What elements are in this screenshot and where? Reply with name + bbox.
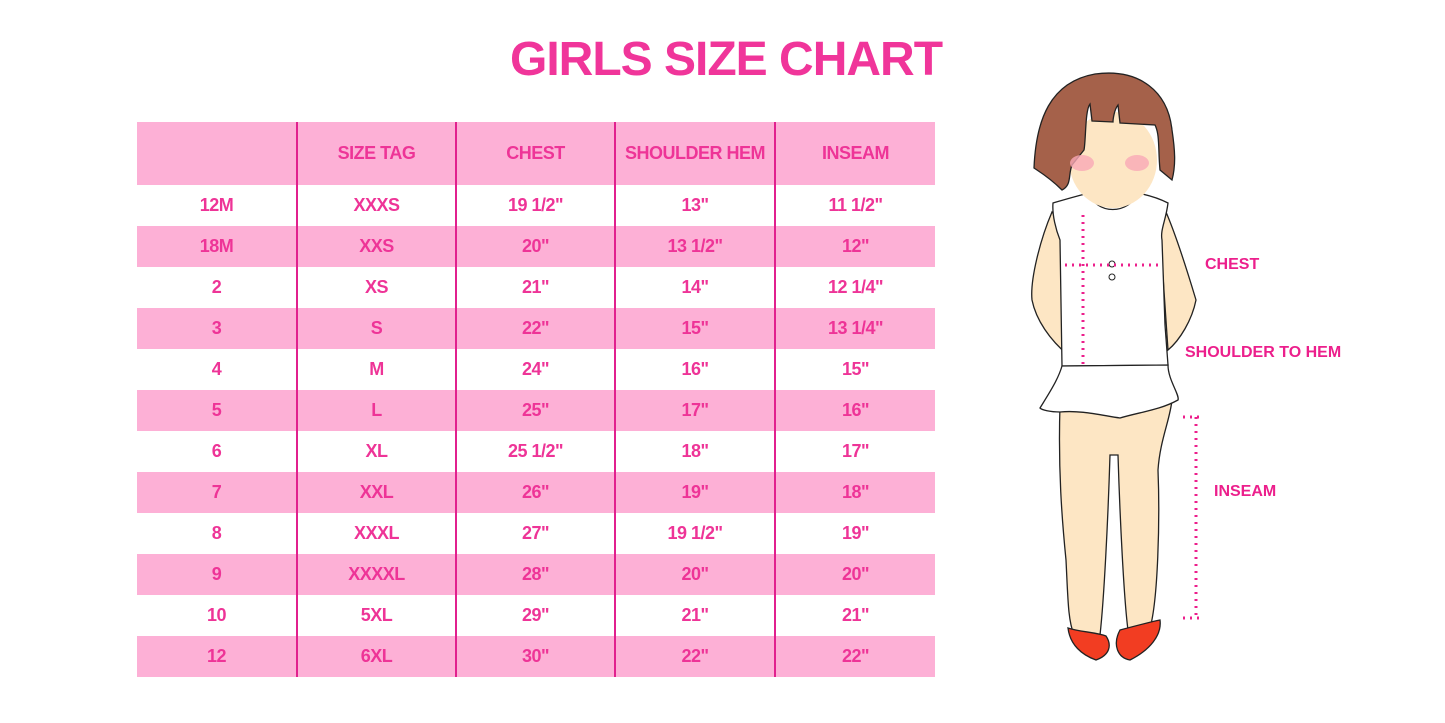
table-cell: 14" (614, 267, 775, 308)
table-cell: L (296, 390, 456, 431)
table-cell: 17" (774, 431, 935, 472)
table-cell: 5 (137, 390, 297, 431)
table-row: 3 S 22" 15" 13 1/4" (137, 308, 935, 349)
table-cell: 12" (774, 226, 935, 267)
page-title: GIRLS SIZE CHART (510, 33, 943, 86)
table-cell: 26" (455, 472, 615, 513)
table-row: 5 L 25" 17" 16" (137, 390, 935, 431)
table-header-row: SIZE TAG CHEST SHOULDER HEM INSEAM (137, 122, 935, 185)
table-cell: 15" (614, 308, 775, 349)
table-row: 9 XXXXL 28" 20" 20" (137, 554, 935, 595)
table-cell: 4 (211, 359, 222, 379)
column-header (137, 122, 297, 185)
table-cell: XXS (296, 226, 456, 267)
table-cell: M (296, 349, 456, 390)
table-cell: 11 1/2" (774, 185, 935, 226)
table-cell: 16" (774, 390, 935, 431)
table-row: 18M XXS 20" 13 1/2" 12" (137, 226, 935, 267)
table-row: 2 XS 21" 14" 12 1/4" (137, 267, 935, 308)
table-cell: 10 (206, 605, 227, 625)
table-row: 4 M 24" 16" 15" (137, 349, 935, 390)
table-cell: 2 (211, 277, 222, 297)
chest-label: CHEST (1205, 256, 1260, 273)
table-cell: 18M (137, 226, 297, 267)
table-cell: 6 (211, 441, 222, 461)
table-cell: 22" (455, 308, 615, 349)
table-cell: 29" (455, 595, 615, 636)
table-cell: XXXS (296, 185, 456, 226)
table-cell: 19 1/2" (455, 185, 615, 226)
table-cell: S (296, 308, 456, 349)
table-cell: 7 (137, 472, 297, 513)
table-cell: 20" (455, 226, 615, 267)
table-cell: 18" (614, 431, 775, 472)
table-cell: 19" (774, 513, 935, 554)
table-cell: 18" (774, 472, 935, 513)
table-row: 12 6XL 30" 22" 22" (137, 636, 935, 677)
table-cell: 24" (455, 349, 615, 390)
table-cell: XXXL (296, 513, 456, 554)
table-cell: 20" (614, 554, 775, 595)
table-cell: 12 1/4" (774, 267, 935, 308)
left-shoe (1067, 627, 1110, 661)
table-cell: 6XL (296, 636, 456, 677)
table-cell: 12M (199, 195, 234, 215)
table-cell: 13 1/4" (774, 308, 935, 349)
table-cell: 25" (455, 390, 615, 431)
table-cell: 22" (774, 636, 935, 677)
table-row: 7 XXL 26" 19" 18" (137, 472, 935, 513)
table-cell: XXL (296, 472, 456, 513)
inseam-label: INSEAM (1214, 483, 1277, 500)
table-cell: 27" (455, 513, 615, 554)
table-cell: XL (296, 431, 456, 472)
shoulder-to-hem-label: SHOULDER TO HEM (1185, 344, 1342, 361)
table-cell: 16" (614, 349, 775, 390)
table-cell: 25 1/2" (455, 431, 615, 472)
table-cell: 21" (614, 595, 775, 636)
table-cell: 3 (137, 308, 297, 349)
table-cell: 30" (455, 636, 615, 677)
right-arm (1159, 210, 1197, 352)
table-cell: 9 (137, 554, 297, 595)
table-row: 6 XL 25 1/2" 18" 17" (137, 431, 935, 472)
table-cell: 20" (774, 554, 935, 595)
table-cell: 17" (614, 390, 775, 431)
hair (1033, 72, 1176, 191)
table-cell: XXXXL (296, 554, 456, 595)
right-shoe (1115, 619, 1161, 661)
table-cell: 19 1/2" (614, 513, 775, 554)
legs (1058, 399, 1173, 636)
table-cell: 8 (211, 523, 222, 543)
table-cell: 22" (614, 636, 775, 677)
table-cell: 5XL (296, 595, 456, 636)
table-cell: 19" (614, 472, 775, 513)
table-cell: 21" (774, 595, 935, 636)
table-cell: 15" (774, 349, 935, 390)
size-chart-table: SIZE TAG CHEST SHOULDER HEM INSEAM 12M XXXS 1… (137, 122, 935, 677)
column-header: CHEST (455, 122, 615, 185)
table-row: 8 XXXL 27" 19 1/2" 19" (137, 513, 935, 554)
bloomers (1039, 364, 1179, 419)
table-cell: 13 1/2" (614, 226, 775, 267)
column-header: INSEAM (774, 122, 935, 185)
table-cell: XS (296, 267, 456, 308)
table-cell: 12 (137, 636, 297, 677)
table-row: 12M XXXS 19 1/2" 13" 11 1/2" (137, 185, 935, 226)
table-cell: 13" (614, 185, 775, 226)
table-row: 10 5XL 29" 21" 21" (137, 595, 935, 636)
table-cell: 28" (455, 554, 615, 595)
column-header: SIZE TAG (296, 122, 456, 185)
column-header: SHOULDER HEM (614, 122, 775, 185)
table-cell: 21" (455, 267, 615, 308)
